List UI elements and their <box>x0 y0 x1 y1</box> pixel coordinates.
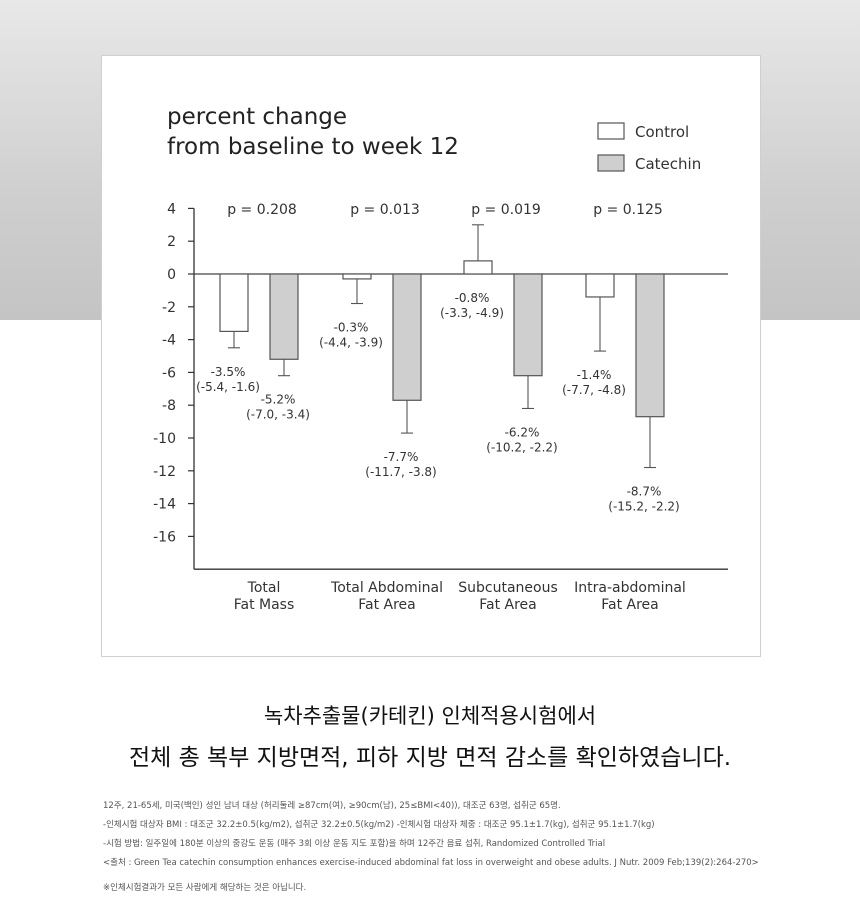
p-value-label: p = 0.013 <box>350 202 420 218</box>
chart-title: percent change from baseline to week 12 <box>167 104 459 160</box>
bar-control <box>463 260 493 275</box>
x-category-label: Fat Area <box>358 597 416 613</box>
y-tick-label: 2 <box>167 234 176 250</box>
note-line: 12주, 21-65세, 미국(백인) 성인 남녀 대상 (허리둘레 ≥87cm… <box>103 801 561 811</box>
bar-ci-label: (-15.2, -2.2) <box>608 500 679 514</box>
y-tick-label: -6 <box>162 365 176 381</box>
y-tick-label: -14 <box>153 497 176 513</box>
x-category-label: Total <box>247 580 281 596</box>
x-category-label: Fat Mass <box>234 597 295 613</box>
bar-value-label: -0.3% <box>334 321 369 335</box>
bar-chart: 420-2-4-6-8-10-12-14-16p = 0.208TotalFat… <box>153 122 728 613</box>
chart-card: percent change from baseline to week 12 … <box>101 55 761 657</box>
y-tick-label: 0 <box>167 267 176 283</box>
p-value-label: p = 0.125 <box>593 202 663 218</box>
bar-value-label: -7.7% <box>384 450 419 464</box>
p-value-label: p = 0.208 <box>227 202 297 218</box>
bar-control <box>585 273 615 298</box>
bar-value-label: -1.4% <box>577 368 612 382</box>
note-line: -인체시험 대상자 BMI : 대조군 32.2±0.5(kg/m2), 섭취군… <box>103 820 655 830</box>
bar-value-label: -6.2% <box>505 425 540 439</box>
y-tick-label: -16 <box>153 529 176 545</box>
p-value-label: p = 0.019 <box>471 202 541 218</box>
x-category-label: Total Abdominal <box>330 580 443 596</box>
y-tick-label: -2 <box>162 300 176 316</box>
x-category-label: Subcutaneous <box>458 580 558 596</box>
legend-swatch-control <box>597 122 625 140</box>
bar-control <box>219 273 249 333</box>
bar-catechin <box>635 273 665 418</box>
note-line: <출처 : Green Tea catechin consumption enh… <box>103 858 759 868</box>
note-line: -시험 방법: 일주일에 180분 이상의 중강도 운동 (매주 3회 이상 운… <box>103 839 606 849</box>
bar-catechin <box>269 273 299 360</box>
headline-line-1: 녹차추출물(카테킨) 인체적용시험에서 <box>263 704 597 728</box>
bar-value-label: -0.8% <box>455 291 490 305</box>
y-tick-label: -4 <box>162 333 176 349</box>
bar-ci-label: (-3.3, -4.9) <box>440 306 504 320</box>
legend-label: Catechin <box>635 155 701 173</box>
bar-ci-label: (-5.4, -1.6) <box>196 380 260 394</box>
bar-value-label: -3.5% <box>211 365 246 379</box>
y-tick-label: -10 <box>153 431 176 447</box>
y-tick-label: -8 <box>162 398 176 414</box>
y-tick-label: -12 <box>153 464 176 480</box>
bar-ci-label: (-7.0, -3.4) <box>246 408 310 422</box>
bar-catechin <box>392 273 422 401</box>
x-category-label: Fat Area <box>479 597 537 613</box>
headline-line-2: 전체 총 복부 지방면적, 피하 지방 면적 감소를 확인하였습니다. <box>128 745 732 771</box>
bar-control <box>342 273 372 280</box>
bar-ci-label: (-10.2, -2.2) <box>486 440 557 454</box>
bar-ci-label: (-7.7, -4.8) <box>562 383 626 397</box>
study-notes: 12주, 21-65세, 미국(백인) 성인 남녀 대상 (허리둘레 ≥87cm… <box>103 797 803 898</box>
bar-ci-label: (-11.7, -3.8) <box>365 465 436 479</box>
bar-value-label: -5.2% <box>261 393 296 407</box>
bar-catechin <box>513 273 543 377</box>
y-tick-label: 4 <box>167 201 176 217</box>
legend-label: Control <box>635 123 689 141</box>
bar-value-label: -8.7% <box>627 485 662 499</box>
disclaimer: ※인체시험결과가 모든 사람에게 해당하는 것은 아닙니다. <box>103 883 307 893</box>
legend-swatch-catechin <box>597 154 625 172</box>
x-category-label: Intra-abdominal <box>574 580 686 596</box>
x-category-label: Fat Area <box>601 597 659 613</box>
bar-ci-label: (-4.4, -3.9) <box>319 336 383 350</box>
